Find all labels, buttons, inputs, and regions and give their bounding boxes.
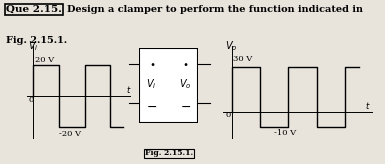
Text: $-$: $-$: [179, 100, 191, 113]
Text: -10 V: -10 V: [274, 129, 296, 137]
Text: Que 2.15.: Que 2.15.: [6, 5, 62, 14]
Text: Design a clamper to perform the function indicated in: Design a clamper to perform the function…: [67, 5, 363, 14]
Text: $t$: $t$: [126, 84, 131, 95]
Text: $V_i$: $V_i$: [146, 77, 157, 91]
Text: $V_i$: $V_i$: [28, 39, 39, 53]
Text: Fig. 2.15.1.: Fig. 2.15.1.: [146, 149, 194, 157]
Text: $V_o$: $V_o$: [225, 39, 237, 53]
Text: $t$: $t$: [365, 100, 370, 111]
Text: $\bullet$: $\bullet$: [182, 58, 188, 68]
Text: $\bullet$: $\bullet$: [149, 58, 155, 68]
Text: 20 V: 20 V: [35, 55, 54, 63]
Text: 0: 0: [226, 111, 231, 119]
Text: $-$: $-$: [146, 100, 157, 113]
Text: -20 V: -20 V: [59, 130, 81, 138]
Text: 0: 0: [29, 96, 34, 104]
Text: 30 V: 30 V: [233, 55, 253, 63]
Text: $V_o$: $V_o$: [179, 77, 191, 91]
Text: Fig. 2.15.1.: Fig. 2.15.1.: [6, 36, 67, 45]
